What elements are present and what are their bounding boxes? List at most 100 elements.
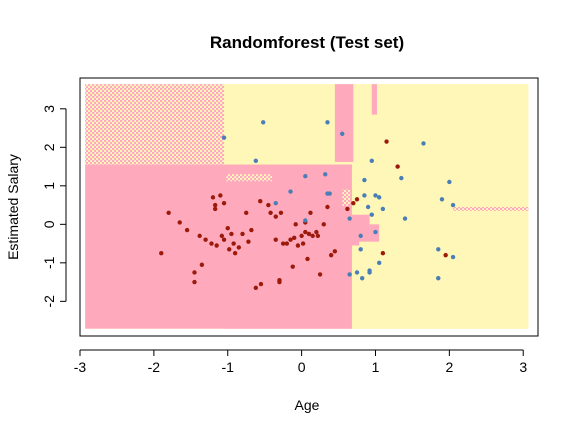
- point-class-1: [288, 189, 293, 194]
- point-class-0: [209, 241, 214, 246]
- y-tick-label: 1: [41, 182, 57, 190]
- y-axis-label: Estimated Salary: [5, 154, 21, 260]
- y-axis: -2 -1 0 1 2 3: [41, 105, 67, 308]
- x-tick-label: 3: [519, 359, 527, 375]
- point-class-0: [229, 231, 234, 237]
- point-class-0: [192, 279, 197, 285]
- point-class-1: [221, 135, 227, 140]
- decision-regions: [85, 84, 529, 329]
- x-tick-label: -2: [148, 359, 161, 375]
- point-class-0: [219, 233, 225, 239]
- x-tick-label: -1: [222, 359, 235, 375]
- x-axis-label: Age: [295, 397, 320, 413]
- point-class-0: [315, 233, 321, 239]
- point-class-0: [225, 225, 230, 231]
- data-points: [159, 120, 456, 291]
- point-class-0: [317, 272, 323, 277]
- point-class-0: [273, 237, 278, 242]
- point-class-0: [299, 233, 304, 239]
- point-class-0: [300, 241, 306, 246]
- point-class-1: [323, 172, 328, 177]
- point-class-0: [159, 251, 164, 256]
- y-tick-label: 3: [41, 105, 57, 113]
- point-class-0: [443, 252, 448, 258]
- point-class-0: [277, 279, 282, 285]
- x-axis: -3 -2 -1 0 1 2 3: [74, 349, 527, 375]
- point-class-0: [332, 249, 338, 254]
- point-class-0: [351, 200, 356, 206]
- point-class-0: [345, 206, 350, 212]
- plot-frame: [79, 77, 539, 337]
- x-tick-label: 2: [445, 359, 453, 375]
- region-mixed: [226, 174, 273, 182]
- point-class-0: [354, 197, 360, 202]
- region-class-0: [224, 164, 352, 329]
- region-mixed: [453, 207, 529, 211]
- point-class-1: [325, 120, 330, 125]
- point-class-1: [436, 247, 441, 252]
- point-class-1: [380, 206, 386, 212]
- point-class-0: [384, 139, 389, 144]
- point-class-1: [273, 200, 278, 206]
- y-tick-label: -1: [41, 256, 57, 269]
- point-class-1: [303, 218, 308, 223]
- point-class-0: [290, 264, 295, 269]
- point-class-1: [402, 216, 408, 221]
- point-class-0: [253, 285, 259, 291]
- point-class-1: [421, 141, 426, 146]
- point-class-1: [365, 204, 371, 210]
- point-class-0: [258, 281, 264, 287]
- point-class-1: [261, 120, 266, 125]
- point-class-1: [347, 272, 352, 277]
- point-class-1: [450, 202, 456, 208]
- point-class-0: [221, 200, 227, 206]
- point-class-1: [362, 193, 367, 198]
- y-tick-label: -2: [41, 295, 57, 308]
- region-class-0: [334, 84, 354, 162]
- point-class-0: [278, 210, 284, 215]
- region-class-0: [309, 174, 317, 186]
- region-class-0: [371, 84, 377, 115]
- point-class-0: [203, 237, 208, 242]
- point-class-0: [325, 204, 330, 210]
- region-class-1: [224, 84, 335, 165]
- point-class-0: [288, 237, 293, 242]
- point-class-1: [354, 270, 360, 275]
- x-tick-label: 0: [298, 359, 306, 375]
- point-class-0: [273, 214, 278, 219]
- point-class-1: [436, 276, 441, 281]
- point-class-1: [340, 131, 345, 137]
- point-class-1: [376, 195, 382, 200]
- point-class-0: [293, 222, 298, 227]
- x-tick-label: 1: [372, 359, 380, 375]
- point-class-0: [306, 231, 312, 237]
- region-class-0: [350, 214, 370, 242]
- point-class-1: [253, 158, 259, 163]
- point-class-0: [268, 210, 273, 215]
- point-class-1: [327, 191, 332, 196]
- point-class-0: [328, 252, 334, 258]
- point-class-1: [399, 175, 404, 181]
- point-class-0: [284, 241, 290, 246]
- point-class-0: [314, 229, 319, 235]
- point-class-0: [236, 245, 242, 250]
- point-class-0: [197, 233, 202, 239]
- point-class-0: [280, 241, 286, 246]
- point-class-0: [310, 233, 315, 239]
- point-class-0: [166, 210, 171, 215]
- point-class-0: [227, 247, 232, 252]
- chart-title: Randomforest (Test set): [210, 33, 404, 52]
- point-class-0: [212, 206, 218, 212]
- region-class-1: [351, 241, 529, 329]
- y-tick-label: 0: [41, 220, 57, 228]
- point-class-0: [210, 195, 216, 200]
- point-class-0: [295, 243, 301, 248]
- point-class-1: [358, 247, 363, 252]
- region-class-0: [349, 237, 360, 246]
- point-class-0: [218, 193, 223, 198]
- y-tick-label: 2: [41, 143, 57, 151]
- point-class-1: [373, 229, 378, 235]
- region-mixed: [342, 189, 351, 206]
- point-class-1: [358, 233, 363, 239]
